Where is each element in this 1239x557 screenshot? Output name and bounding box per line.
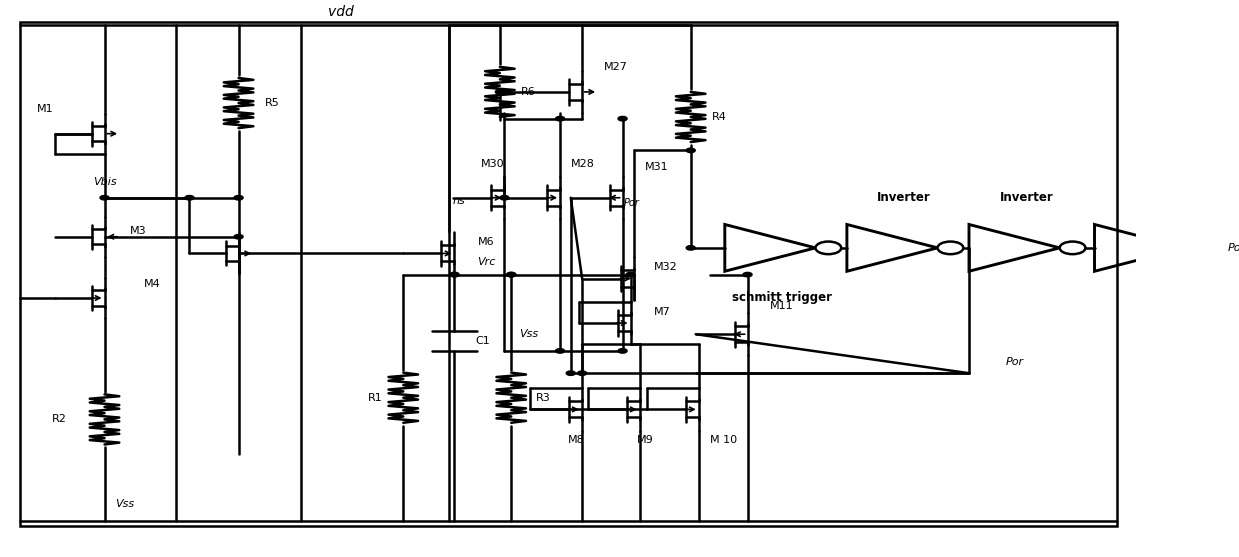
Circle shape: [499, 196, 509, 200]
Text: M4: M4: [144, 279, 161, 289]
Circle shape: [450, 272, 458, 277]
Text: Vbis: Vbis: [93, 177, 116, 187]
Text: M6: M6: [478, 237, 494, 247]
Circle shape: [743, 272, 752, 277]
Text: Inverter: Inverter: [877, 191, 930, 204]
Text: R5: R5: [265, 98, 280, 108]
Circle shape: [618, 116, 627, 121]
Text: M3: M3: [130, 226, 147, 236]
Circle shape: [555, 349, 565, 353]
Circle shape: [185, 196, 195, 200]
Circle shape: [234, 234, 243, 239]
Text: M30: M30: [481, 159, 504, 169]
Circle shape: [626, 272, 636, 277]
Text: M28: M28: [571, 159, 595, 169]
Circle shape: [507, 272, 515, 277]
Text: M1: M1: [37, 104, 53, 114]
Text: M11: M11: [769, 301, 793, 311]
Circle shape: [577, 371, 586, 375]
Text: Porb: Porb: [1228, 243, 1239, 253]
Text: M9: M9: [637, 435, 654, 445]
Text: C1: C1: [476, 336, 491, 346]
Text: Inverter: Inverter: [1000, 191, 1053, 204]
Text: Por: Por: [623, 198, 639, 208]
Circle shape: [496, 90, 504, 94]
Text: M7: M7: [654, 307, 670, 317]
Circle shape: [450, 272, 458, 277]
Circle shape: [618, 349, 627, 353]
Circle shape: [507, 272, 515, 277]
Text: R4: R4: [711, 112, 726, 122]
Circle shape: [234, 196, 243, 200]
Text: R3: R3: [535, 393, 550, 403]
Text: M31: M31: [644, 162, 669, 172]
Circle shape: [100, 196, 109, 200]
Text: R1: R1: [368, 393, 383, 403]
Circle shape: [686, 148, 695, 153]
Text: R6: R6: [520, 87, 535, 97]
Text: M27: M27: [603, 62, 628, 72]
Text: Vss: Vss: [115, 499, 135, 509]
Circle shape: [566, 371, 575, 375]
Text: ns: ns: [452, 196, 466, 206]
Text: M8: M8: [567, 435, 585, 445]
Circle shape: [686, 246, 695, 250]
Text: schmitt trigger: schmitt trigger: [732, 291, 833, 305]
Circle shape: [555, 116, 565, 121]
Text: vdd: vdd: [328, 5, 353, 19]
Text: M 10: M 10: [710, 435, 737, 445]
Text: M32: M32: [654, 262, 678, 272]
Text: Por: Por: [1005, 357, 1023, 367]
Text: Vss: Vss: [519, 329, 538, 339]
Text: Vrc: Vrc: [477, 257, 496, 267]
Text: R2: R2: [52, 414, 67, 424]
